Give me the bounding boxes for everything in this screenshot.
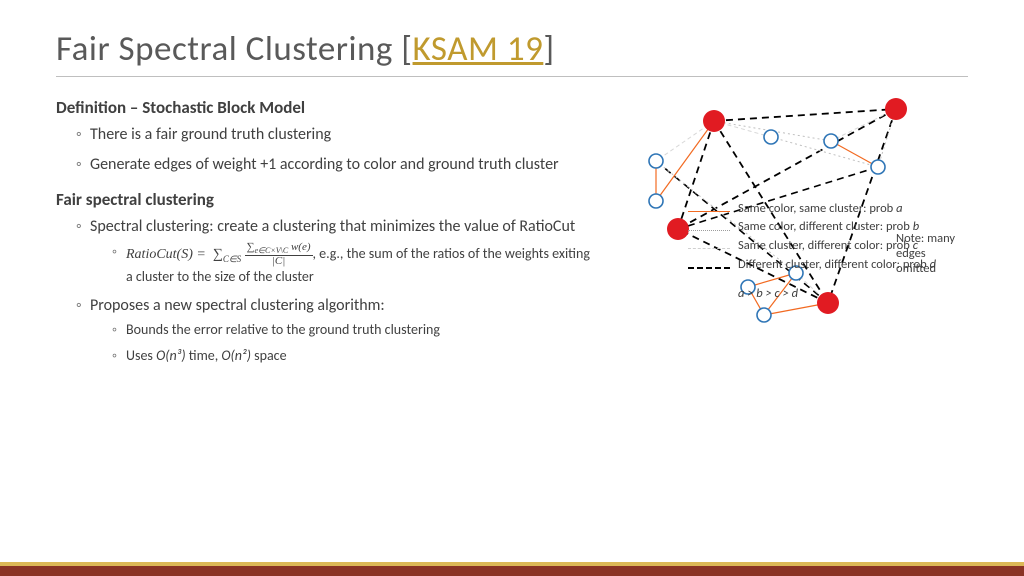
legend-line-icon bbox=[688, 211, 730, 212]
fsc-item1-text: Spectral clustering: create a clustering… bbox=[90, 217, 575, 236]
fsc-heading: Fair spectral clustering bbox=[56, 189, 596, 210]
title-main: Fair Spectral Clustering [ bbox=[56, 28, 413, 70]
legend-label: Same color, same cluster: prob a bbox=[738, 200, 903, 219]
legend-line-icon bbox=[688, 230, 730, 231]
legend-row: Same color, same cluster: prob a bbox=[688, 200, 936, 219]
legend-label: Different cluster, different color: prob… bbox=[738, 256, 936, 275]
fsc-sublist-1: RatioCut(S) = ∑C∈S ∑e∈C×V\C w(e)|C|, e.g… bbox=[90, 242, 596, 287]
citation-link[interactable]: KSAM 19 bbox=[413, 28, 544, 70]
t: time, bbox=[186, 347, 222, 364]
probability-order: a > b > c > d bbox=[738, 285, 936, 304]
footer-bar bbox=[0, 562, 1024, 576]
slide-title: Fair Spectral Clustering [KSAM 19] bbox=[56, 28, 968, 77]
list-item: There is a fair ground truth clustering bbox=[76, 124, 596, 146]
list-item: Generate edges of weight +1 according to… bbox=[76, 154, 596, 176]
list-item: Uses O(n³) time, O(n²) space bbox=[112, 346, 596, 366]
t: Uses bbox=[126, 347, 156, 364]
legend-line-icon bbox=[688, 248, 730, 249]
list-item: Proposes a new spectral clustering algor… bbox=[76, 295, 596, 366]
list-item: Bounds the error relative to the ground … bbox=[112, 320, 596, 340]
fsc-list: Spectral clustering: create a clustering… bbox=[56, 216, 596, 365]
content-row: Definition – Stochastic Block Model Ther… bbox=[56, 91, 968, 373]
slide: Fair Spectral Clustering [KSAM 19] Defin… bbox=[0, 0, 1024, 576]
list-item: RatioCut(S) = ∑C∈S ∑e∈C×V\C w(e)|C|, e.g… bbox=[112, 242, 596, 287]
legend-row: Different cluster, different color: prob… bbox=[688, 256, 936, 275]
list-item: Spectral clustering: create a clustering… bbox=[76, 216, 596, 286]
legend-line-icon bbox=[688, 267, 730, 269]
legend-label: Same color, different cluster: prob b bbox=[738, 218, 919, 237]
fsc-sublist-2: Bounds the error relative to the ground … bbox=[90, 320, 596, 365]
fsc-item2-text: Proposes a new spectral clustering algor… bbox=[90, 296, 385, 315]
definition-heading: Definition – Stochastic Block Model bbox=[56, 97, 596, 118]
t: O(n²) bbox=[221, 347, 251, 364]
left-column: Definition – Stochastic Block Model Ther… bbox=[56, 91, 596, 373]
legend-row: Same color, different cluster: prob b bbox=[688, 218, 936, 237]
right-column: Note: many edges omitted Same color, sam… bbox=[596, 91, 966, 373]
t: space bbox=[251, 347, 287, 364]
legend-label: Same cluster, different color: prob c bbox=[738, 237, 918, 256]
legend-row: Same cluster, different color: prob c bbox=[688, 237, 936, 256]
title-close: ] bbox=[543, 28, 554, 70]
t: O(n³) bbox=[156, 347, 186, 364]
legend: Same color, same cluster: prob aSame col… bbox=[688, 200, 936, 304]
footer-brick-strip bbox=[0, 566, 1024, 576]
ratiocut-formula: RatioCut(S) = ∑C∈S ∑e∈C×V\C w(e)|C| bbox=[126, 247, 313, 262]
definition-list: There is a fair ground truth clustering … bbox=[56, 124, 596, 175]
